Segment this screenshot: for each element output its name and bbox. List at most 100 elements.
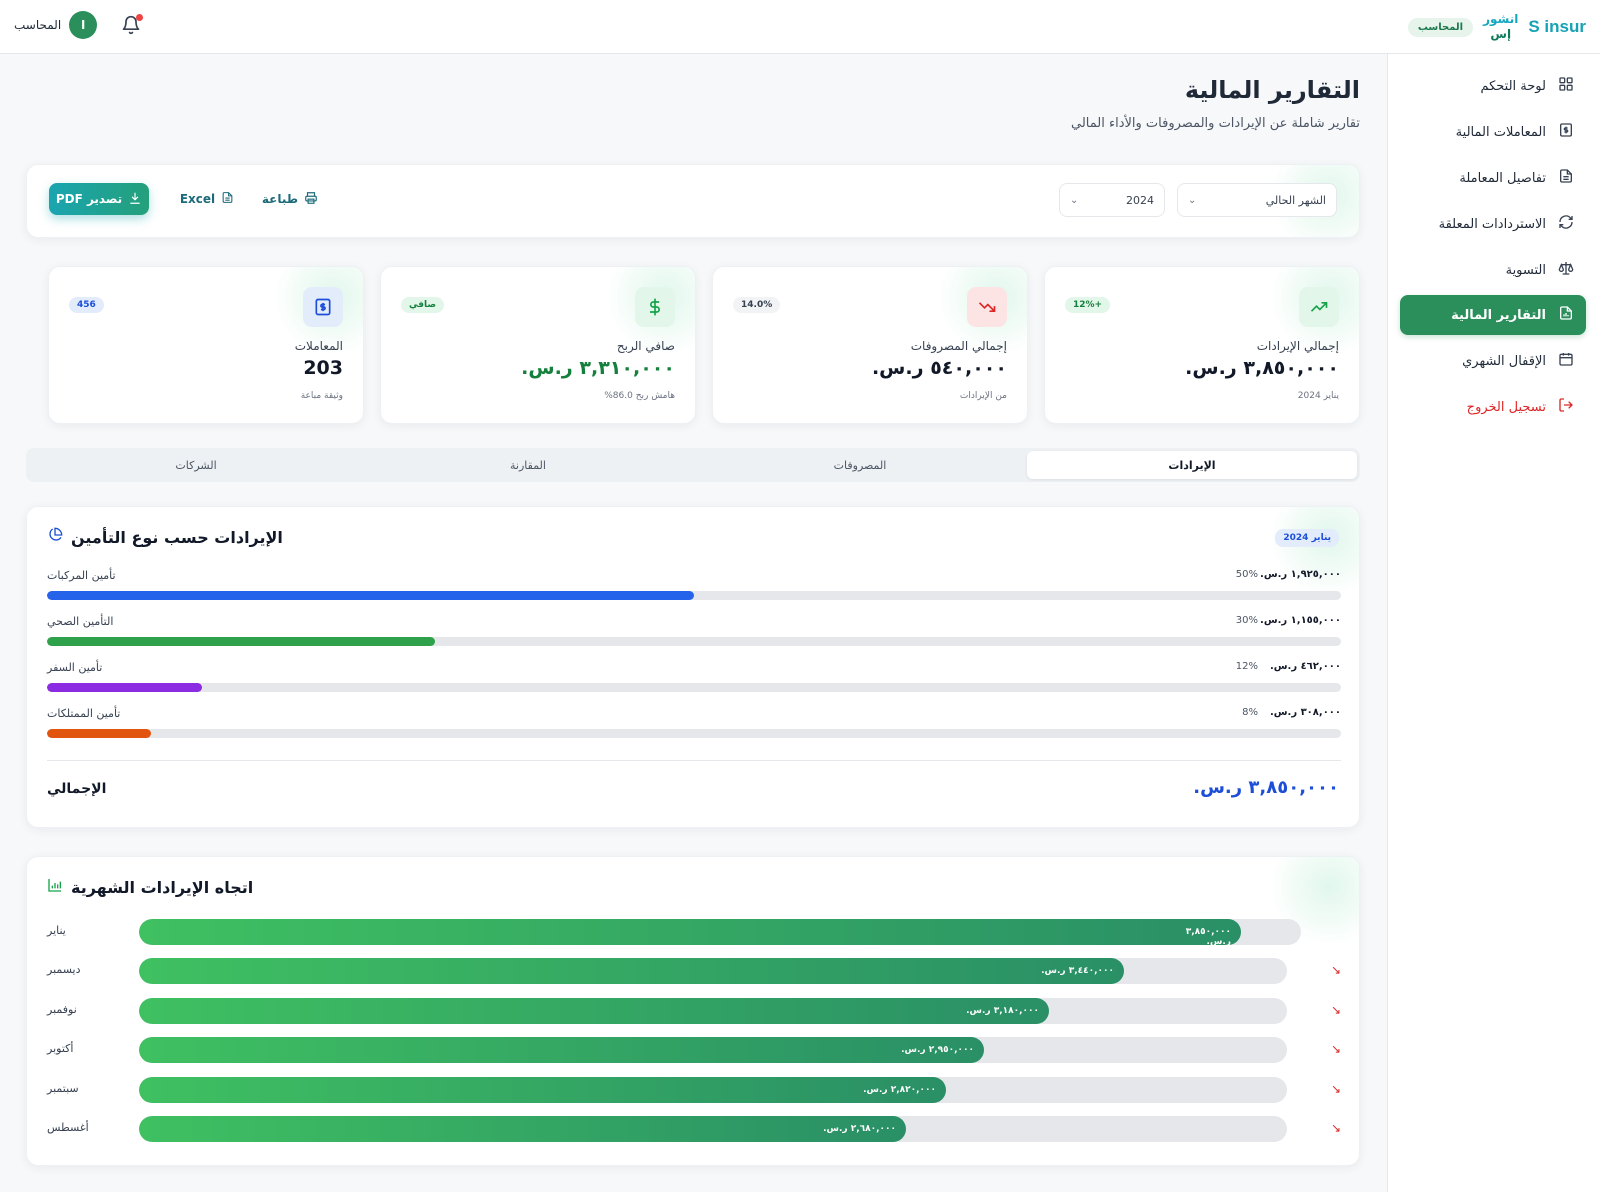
- section-title: الإيرادات حسب نوع التأمين: [47, 527, 283, 547]
- year-select[interactable]: 2024 ⌄: [1059, 183, 1165, 217]
- pie-chart-icon: [47, 527, 63, 547]
- trend-down-arrow-icon: ↘: [1330, 1042, 1341, 1057]
- sidebar-item-financial-reports[interactable]: التقارير المالية: [1400, 295, 1586, 335]
- trend-track: ٣,٨٥٠,٠٠٠ ر.س.: [139, 919, 1301, 945]
- sidebar-item-label: الاستردادات المعلقة: [1438, 216, 1546, 232]
- sidebar-item-transactions[interactable]: المعاملات المالية: [1400, 112, 1586, 152]
- revenue-amount: ٣٠٨,٠٠٠ ر.س.: [1269, 707, 1341, 718]
- trend-month-label: أغسطس: [47, 1121, 89, 1134]
- stat-value: 203: [303, 357, 343, 379]
- stat-note: من الإيرادات: [959, 391, 1007, 401]
- insurance-type-name: تأمين الممتلكات: [47, 707, 121, 720]
- period-select[interactable]: الشهر الحالي ⌄: [1177, 183, 1337, 217]
- stat-value: ٥٤٠,٠٠٠ ر.س.: [871, 357, 1007, 379]
- trend-value: ٢,٨٢٠,٠٠٠ ر.س.: [863, 1084, 936, 1095]
- stat-badge: 456: [69, 297, 104, 313]
- trend-fill: [139, 919, 1241, 945]
- trend-track: ٢,٨٢٠,٠٠٠ ر.س.: [139, 1076, 1287, 1103]
- user-area[interactable]: المحاسب ا: [14, 11, 144, 39]
- notification-bell-icon[interactable]: [121, 14, 144, 35]
- trend-row: نوفمبر ٣,١٨٠,٠٠٠ ر.س. ↘: [47, 997, 1341, 1024]
- sidebar-item-logout[interactable]: تسجيل الخروج: [1400, 387, 1586, 427]
- progress-fill: [47, 683, 203, 692]
- stat-label: إجمالي الإيرادات: [1256, 339, 1339, 353]
- monthly-trend-card: اتجاه الإيرادات الشهرية يناير ٣,٨٥٠,٠٠٠ ر…: [26, 856, 1360, 1166]
- download-icon: [128, 191, 142, 208]
- calendar-icon: [1558, 351, 1574, 371]
- trend-row: سبتمبر ٢,٨٢٠,٠٠٠ ر.س. ↘: [47, 1076, 1341, 1103]
- trend-track: ٢,٦٨٠,٠٠٠ ر.س.: [139, 1116, 1287, 1142]
- period-select-value: الشهر الحالي: [1265, 193, 1326, 207]
- progress-fill: [47, 591, 694, 600]
- trend-row: يناير ٣,٨٥٠,٠٠٠ ر.س.: [47, 919, 1341, 945]
- tab-expenses[interactable]: المصروفات: [833, 458, 887, 472]
- logout-icon: [1558, 397, 1574, 417]
- page-title: التقارير المالية: [1184, 76, 1360, 104]
- avatar[interactable]: ا: [69, 11, 98, 39]
- sidebar-item-label: لوحة التحكم: [1480, 78, 1546, 94]
- top-bar: المحاسب انشور إس S insur المحاسب ا: [0, 0, 1600, 54]
- stat-value: ٣,٨٥٠,٠٠٠ ر.س.: [1185, 357, 1339, 379]
- stat-note: هامش ربح 86.0%: [604, 391, 675, 401]
- total-revenue-value: ٣,٨٥٠,٠٠٠ ر.س.: [1193, 777, 1339, 798]
- sidebar-item-label: التقارير المالية: [1451, 307, 1546, 323]
- export-pdf-button[interactable]: تصدير PDF: [49, 183, 149, 215]
- trend-fill: [139, 1116, 906, 1142]
- document-icon: [1558, 168, 1574, 188]
- filter-toolbar: الشهر الحالي ⌄ 2024 ⌄ طباعة Excel تصدير …: [26, 164, 1360, 238]
- trend-track: ٢,٩٥٠,٠٠٠ ر.س.: [139, 1037, 1287, 1064]
- section-title: اتجاه الإيرادات الشهرية: [47, 877, 253, 897]
- stat-card-net-profit: صافي صافي الربح ٣,٣١٠,٠٠٠ ر.س. هامش ربح …: [380, 266, 696, 424]
- tab-comparison[interactable]: المقارنة: [510, 458, 546, 472]
- sidebar-item-label: التسوية: [1505, 262, 1546, 278]
- logout-label: تسجيل الخروج: [1466, 399, 1546, 415]
- sidebar-item-pending-refunds[interactable]: الاستردادات المعلقة: [1400, 204, 1586, 244]
- revenue-percent: 12%: [1235, 661, 1258, 672]
- revenue-percent: 30%: [1235, 615, 1258, 626]
- trend-down-arrow-icon: ↘: [1330, 1121, 1341, 1135]
- print-label: طباعة: [261, 192, 299, 206]
- total-label: الإجمالي: [47, 781, 107, 797]
- trend-value: ٣,٤٤٠,٠٠٠ ر.س.: [1041, 966, 1114, 977]
- revenue-amount: ٤٦٢,٠٠٠ ر.س.: [1269, 661, 1341, 672]
- trend-month-label: نوفمبر: [47, 1002, 77, 1016]
- trend-fill: [139, 997, 1049, 1024]
- insurance-type-name: التأمين الصحي: [47, 615, 114, 628]
- trend-value: ٣,١٨٠,٠٠٠ ر.س.: [966, 1005, 1039, 1016]
- export-excel-button[interactable]: Excel: [167, 183, 247, 215]
- trend-up-icon: [1299, 287, 1339, 327]
- user-name: المحاسب: [14, 18, 62, 32]
- tab-revenue[interactable]: الإيرادات: [1027, 451, 1357, 479]
- receipt-icon: [303, 287, 343, 327]
- trend-down-icon: [967, 287, 1007, 327]
- brand-ar-line1: انشور: [1483, 12, 1519, 26]
- sidebar-item-dashboard[interactable]: لوحة التحكم: [1400, 66, 1586, 106]
- trend-month-label: يناير: [47, 924, 66, 937]
- progress-track: [47, 591, 1341, 600]
- scale-icon: [1558, 260, 1574, 280]
- stat-badge: 14.0%: [733, 297, 781, 313]
- trend-value: ٢,٦٨٠,٠٠٠ ر.س.: [823, 1124, 896, 1134]
- dollar-doc-icon: [1558, 122, 1574, 142]
- trend-row: ديسمبر ٣,٤٤٠,٠٠٠ ر.س. ↘: [47, 958, 1341, 985]
- trend-month-label: سبتمبر: [47, 1081, 79, 1095]
- progress-fill: [47, 729, 151, 738]
- sidebar-item-monthly-closing[interactable]: الإقفال الشهري: [1400, 341, 1586, 381]
- print-button[interactable]: طباعة: [255, 183, 325, 215]
- stat-label: صافي الربح: [616, 339, 675, 353]
- stat-card-total-expenses: 14.0% إجمالي المصروفات ٥٤٠,٠٠٠ ر.س. من ا…: [712, 266, 1028, 424]
- sidebar-item-transaction-details[interactable]: تفاصيل المعاملة: [1400, 158, 1586, 198]
- stat-note: وثيقة مباعة: [300, 391, 343, 401]
- chevron-down-icon: ⌄: [1188, 194, 1197, 206]
- progress-track: [47, 637, 1341, 646]
- trend-month-label: ديسمبر: [47, 963, 81, 977]
- stat-badge: +12%: [1065, 297, 1111, 313]
- trend-fill: [139, 1037, 984, 1064]
- trend-value: ٣,٨٥٠,٠٠٠ ر.س.: [1185, 927, 1231, 945]
- trend-track: ٣,١٨٠,٠٠٠ ر.س.: [139, 997, 1287, 1024]
- trend-down-arrow-icon: ↘: [1330, 1002, 1341, 1017]
- brand[interactable]: المحاسب انشور إس S insur: [1407, 8, 1586, 46]
- sidebar-item-settlement[interactable]: التسوية: [1400, 250, 1586, 290]
- period-badge: يناير 2024: [1275, 529, 1339, 547]
- tab-companies[interactable]: الشركات: [175, 458, 217, 472]
